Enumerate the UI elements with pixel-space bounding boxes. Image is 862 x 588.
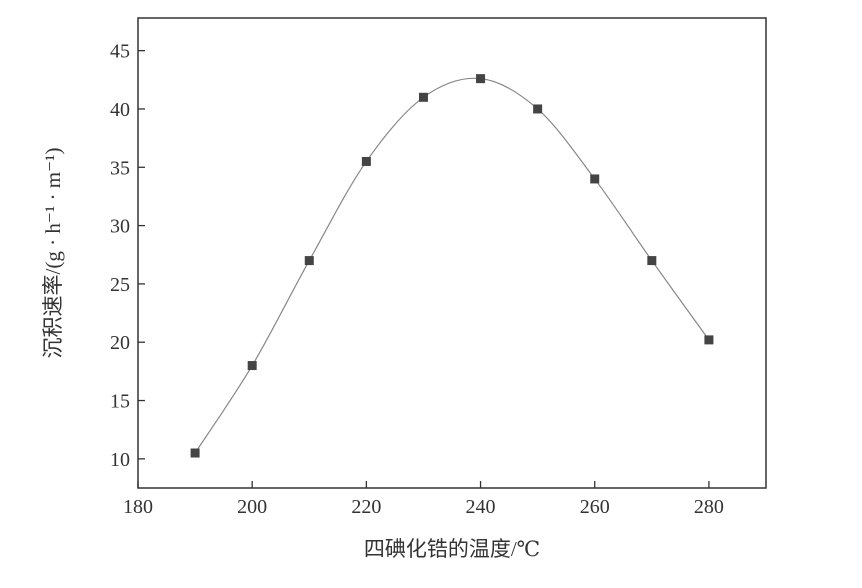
x-tick-label: 220: [351, 496, 381, 518]
data-point: [647, 256, 657, 266]
data-point: [247, 361, 257, 371]
y-tick-label: 10: [110, 449, 130, 471]
x-tick-label: 280: [694, 496, 724, 518]
y-tick-label: 35: [110, 157, 130, 179]
data-point: [533, 104, 543, 114]
data-point: [190, 448, 200, 458]
data-point: [418, 92, 428, 102]
fit-curve: [194, 77, 710, 454]
y-axis-label: 沉积速率/(g · h⁻¹ · m⁻¹): [41, 148, 65, 359]
data-point: [304, 256, 314, 266]
data-point: [704, 335, 714, 345]
y-tick-label: 15: [110, 391, 130, 413]
plot-frame: [137, 17, 767, 489]
y-tick-label: 40: [110, 99, 130, 121]
x-tick-label: 200: [237, 496, 267, 518]
x-tick-label: 260: [580, 496, 610, 518]
y-tick-label: 45: [110, 41, 130, 63]
y-tick-label: 20: [110, 332, 130, 354]
y-tick-label: 25: [110, 274, 130, 296]
data-point: [590, 174, 600, 184]
x-tick-label: 180: [123, 496, 153, 518]
data-point: [476, 74, 486, 84]
x-tick-label: 240: [466, 496, 496, 518]
x-axis-label: 四碘化锆的温度/℃: [364, 537, 540, 561]
y-tick-label: 30: [110, 216, 130, 238]
data-point: [361, 156, 371, 166]
